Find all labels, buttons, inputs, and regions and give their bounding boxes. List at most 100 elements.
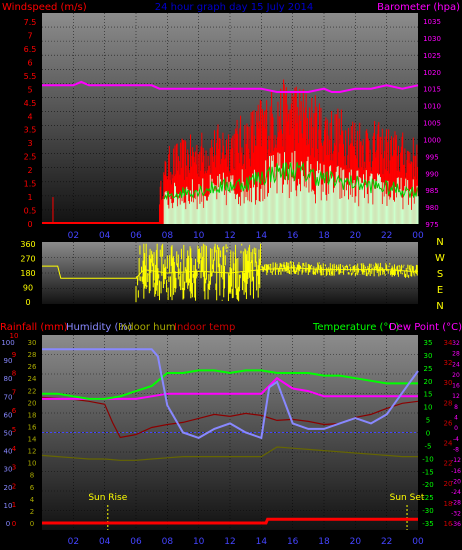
rainfall-tick: 4 xyxy=(12,445,17,453)
humidity-tick: 70 xyxy=(4,393,13,401)
windspeed-tick: 5.5 xyxy=(24,72,37,81)
sunset-label: Sun Set xyxy=(390,493,425,503)
indoor-hum-tick: 24 xyxy=(28,375,37,383)
windspeed-tick: 6 xyxy=(27,58,32,67)
x-tick-label: 22 xyxy=(381,537,392,547)
windspeed-tick: 2 xyxy=(27,166,32,175)
direction-degree-tick: 360 xyxy=(20,240,35,249)
x-tick-label: 20 xyxy=(350,537,362,547)
dewpoint-tick: -24 xyxy=(451,489,461,496)
indoor-temp-tick: 26 xyxy=(444,419,453,427)
temperature-tick: -10 xyxy=(422,455,433,463)
humidity-tick: 80 xyxy=(4,375,13,383)
x-tick-label: 02 xyxy=(68,537,79,547)
temperature-tick: -20 xyxy=(422,481,433,489)
temperature-tick: -15 xyxy=(422,468,433,476)
barometer-tick: 1010 xyxy=(423,103,441,111)
barometer-tick-labels: 975 980 985 990 995 1000 1005 1010 1015 1020 1025 1… xyxy=(423,18,441,229)
x-tick-label: 12 xyxy=(224,231,235,241)
direction-degree-labels: 0 90 180 270 360 xyxy=(20,240,35,307)
barometer-tick: 1035 xyxy=(423,18,441,26)
dewpoint-tick: 28 xyxy=(452,351,460,358)
barometer-axis-title: Barometer (hpa) xyxy=(377,2,460,13)
dewpoint-tick: -32 xyxy=(451,510,461,517)
indoor-hum-tick: 14 xyxy=(28,436,37,444)
windspeed-tick: 1 xyxy=(27,193,32,202)
direction-degree-tick: 90 xyxy=(23,284,33,293)
wind-speed-barometer-panel: Windspeed (m/s) 24 hour graph day 15 Jul… xyxy=(2,2,460,241)
indoor-temp-tick: 24 xyxy=(444,440,453,448)
indoor-temp-tick: 32 xyxy=(444,359,453,367)
dewpoint-axis-title: Dew Point (°C) xyxy=(389,322,462,333)
indoor-temp-tick: 18 xyxy=(444,500,453,508)
graph-title: 24 hour graph day 15 July 2014 xyxy=(155,2,314,13)
dewpoint-tick: 16 xyxy=(452,383,460,390)
indoor-hum-tick: 0 xyxy=(30,520,34,528)
x-tick-label: 14 xyxy=(256,231,268,241)
indoor-hum-tick: 28 xyxy=(28,351,37,359)
indoor-temp-tick: 28 xyxy=(444,399,453,407)
rainfall-tick: 6 xyxy=(12,407,17,415)
barometer-tick: 1000 xyxy=(423,136,441,144)
compass-label: E xyxy=(437,285,443,296)
x-tick-label: 00 xyxy=(412,537,424,547)
x-tick-label: 22 xyxy=(381,231,392,241)
humidity-line xyxy=(42,348,419,440)
temperature-humidity-panel: Rainfall (mm) Humidity (%) Indoor hum In… xyxy=(0,322,462,547)
temperature-tick-labels: -35 -30 -25 -20 -15 -10 -5 0 5 10 15 20 25 30 35 xyxy=(422,339,433,528)
windspeed-tick: 4.5 xyxy=(24,99,37,108)
dewpoint-tick: 32 xyxy=(452,340,460,347)
temperature-tick: 10 xyxy=(424,404,433,412)
humidity-tick: 40 xyxy=(4,448,13,456)
dewpoint-tick: -4 xyxy=(453,436,459,443)
windspeed-tick: 0.5 xyxy=(24,207,37,216)
wind-average-bars xyxy=(163,150,419,224)
barometer-tick: 980 xyxy=(425,204,438,212)
temperature-tick: 15 xyxy=(424,391,433,399)
indoor-temp-tick-labels: 16 18 20 22 24 26 28 30 32 34 xyxy=(444,339,453,528)
temperature-tick: 5 xyxy=(426,417,430,425)
temperature-tick: 0 xyxy=(426,430,430,438)
indoor-hum-tick: 6 xyxy=(30,484,35,492)
windspeed-tick: 7 xyxy=(27,31,32,40)
humidity-tick: 100 xyxy=(1,339,14,347)
temperature-tick: -30 xyxy=(422,507,433,515)
dewpoint-tick: 0 xyxy=(454,425,458,432)
humidity-tick: 90 xyxy=(4,357,13,365)
compass-label: N xyxy=(436,301,443,312)
x-tick-label: 20 xyxy=(350,231,362,241)
rainfall-tick: 10 xyxy=(10,332,19,340)
indoor-temp-axis-title: Indoor temp xyxy=(174,322,235,333)
rainfall-tick: 2 xyxy=(12,482,16,490)
rainfall-tick: 9 xyxy=(12,351,16,359)
indoor-hum-tick: 18 xyxy=(28,411,37,419)
windspeed-tick: 4 xyxy=(27,112,32,121)
dewpoint-tick: 20 xyxy=(452,372,460,379)
temperature-tick: 25 xyxy=(424,365,433,373)
windspeed-tick: 3 xyxy=(27,139,32,148)
barometer-tick: 985 xyxy=(425,187,438,195)
rainfall-tick: 8 xyxy=(12,370,16,378)
x-tick-label: 04 xyxy=(99,231,111,241)
temperature-tick: -25 xyxy=(422,494,433,502)
rainfall-tick: 5 xyxy=(12,426,16,434)
barometer-tick: 995 xyxy=(425,153,438,161)
temp-x-tick-labels: 02 04 06 08 10 12 14 16 18 20 22 00 xyxy=(68,537,424,547)
indoor-hum-tick: 8 xyxy=(30,472,34,480)
rainfall-line xyxy=(42,517,418,525)
temperature-tick: 35 xyxy=(424,339,433,347)
x-tick-label: 08 xyxy=(162,537,174,547)
humidity-tick: 0 xyxy=(6,520,10,528)
windspeed-tick: 0 xyxy=(27,220,32,229)
humidity-axis-title: Humidity (%) xyxy=(66,322,132,333)
windspeed-tick: 3.5 xyxy=(24,126,37,135)
temp-grid xyxy=(42,335,418,530)
indoor-hum-tick: 10 xyxy=(28,460,37,468)
dewpoint-tick: 12 xyxy=(452,393,460,400)
temperature-tick: -5 xyxy=(425,442,432,450)
x-tick-label: 06 xyxy=(130,231,142,241)
wind-x-tick-labels: 02 04 06 08 10 12 14 16 18 20 22 00 xyxy=(68,231,424,241)
